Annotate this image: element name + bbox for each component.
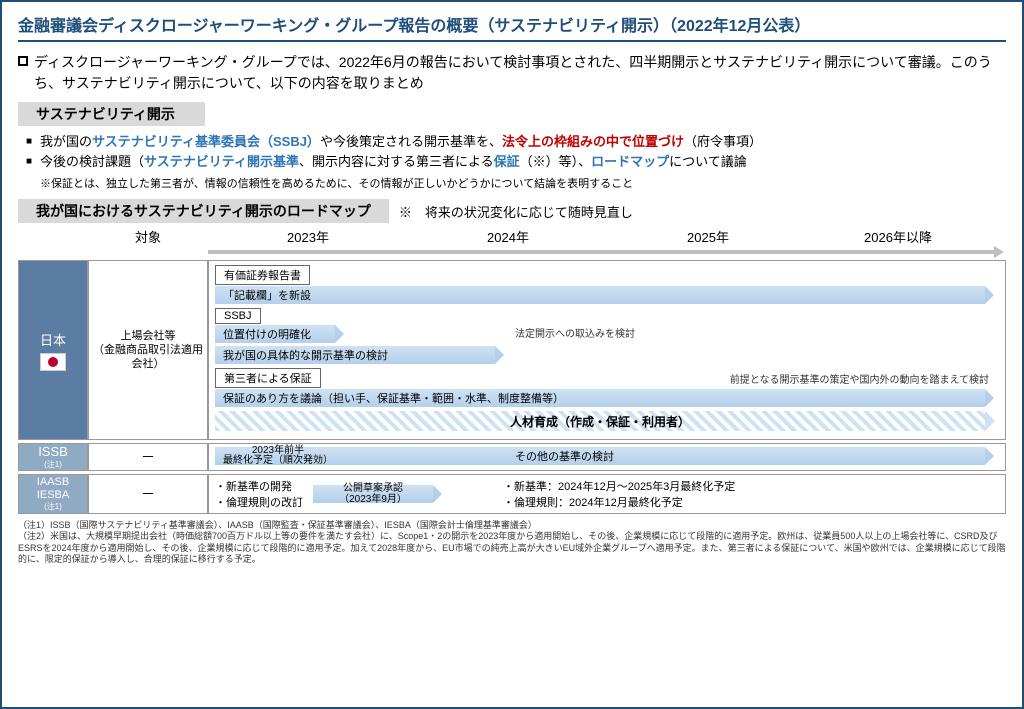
row-japan-lanes: 有価証券報告書 「記載欄」を新設 SSBJ 位置付けの明確化 法定開示への取込み… <box>208 260 1006 440</box>
japan-flag-icon <box>40 353 66 371</box>
intro-row: ディスクロージャーワーキング・グループでは、2022年6月の報告において検討事項… <box>18 52 1006 94</box>
row-iaasb: IAASB IESBA (注1) － 新基準の開発 倫理規則の改訂 公開草案承認… <box>18 474 1006 514</box>
roadmap-note: ※ 将来の状況変化に応じて随時見直し <box>399 202 633 221</box>
lane-label-assurance: 第三者による保証 <box>215 368 321 388</box>
row-japan-label: 日本 <box>18 260 88 440</box>
row-japan: 日本 上場会社等 （金融商品取引法適用会社） 有価証券報告書 「記載欄」を新設 … <box>18 260 1006 440</box>
lane-securities-report: 有価証券報告書 「記載欄」を新設 <box>215 265 999 304</box>
bar-secreport: 「記載欄」を新設 <box>215 286 985 304</box>
row-iaasb-lanes: 新基準の開発 倫理規則の改訂 公開草案承認 （2023年9月） 新基準：2024… <box>208 474 1006 514</box>
annot-assurance: 前提となる開示基準の策定や国内外の動向を踏まえて検討 <box>341 371 999 386</box>
intro-bullet-icon <box>18 56 28 66</box>
accent-roadmap-word: ロードマップ <box>591 154 669 169</box>
accent-assurance: 保証 <box>494 154 520 169</box>
col-2026: 2026年以降 <box>808 227 988 246</box>
iaasb-left-list: 新基準の開発 倫理規則の改訂 <box>215 478 303 510</box>
footnote-1: （注1）ISSB（国際サステナビリティ基準審議会）、IAASB（国際監査・保証基… <box>18 520 1006 531</box>
col-target: 対象 <box>88 227 208 246</box>
bar-assurance: 保証のあり方を議論（担い手、保証基準・範囲・水準、制度整備等） <box>215 389 985 407</box>
roadmap-chart: 対象 2023年 2024年 2025年 2026年以降 日本 上場会社等 （金… <box>18 227 1006 565</box>
accent-legal: 法令上の枠組みの中で位置づけ <box>502 134 684 149</box>
bar-ssbj-domestic: 我が国の具体的な開示基準の検討 <box>215 346 495 364</box>
accent-standards: サステナビリティ開示基準 <box>144 154 299 169</box>
page-title: 金融審議会ディスクロージャーワーキング・グループ報告の概要（サステナビリティ開示… <box>18 12 1006 42</box>
bar-issb: 2023年前半 最終化予定（順次発効） その他の基準の検討 <box>215 447 985 465</box>
row-iaasb-label: IAASB IESBA (注1) <box>18 474 88 514</box>
lane-assurance: 第三者による保証 前提となる開示基準の策定や国内外の動向を踏まえて検討 保証のあ… <box>215 368 999 407</box>
bar-human-resources: 人材育成（作成・保証・利用者） <box>215 411 985 431</box>
timeline-header: 対象 2023年 2024年 2025年 2026年以降 <box>18 227 1006 246</box>
iaasb-right-list: 新基準：2024年12月～2025年3月最終化予定 倫理規則：2024年12月最… <box>503 478 735 510</box>
lane-label-secreport: 有価証券報告書 <box>215 265 310 285</box>
col-2025: 2025年 <box>608 227 808 246</box>
bar-ssbj-positioning: 位置付けの明確化 <box>215 325 335 343</box>
annot-ssbj-legal: 法定開示への取込みを検討 <box>515 325 635 340</box>
section-bullets: 我が国のサステナビリティ基準委員会（SSBJ）や今後策定される開示基準を、法令上… <box>26 132 1006 171</box>
footnote-2: （注2）米国は、大規模早期提出会社（時価総額700百万ドル以上等の要件を満たす会… <box>18 531 1006 565</box>
row-issb-target: － <box>88 443 208 471</box>
bar-iaasb-draft: 公開草案承認 （2023年9月） <box>313 485 433 503</box>
row-issb: ISSB (注1) － 2023年前半 最終化予定（順次発効） その他の基準の検… <box>18 443 1006 471</box>
section-sustainability-header: サステナビリティ開示 <box>18 102 205 126</box>
bullet-2: 今後の検討課題（サステナビリティ開示基準、開示内容に対する第三者による保証（※）… <box>26 152 1006 172</box>
row-issb-label: ISSB (注1) <box>18 443 88 471</box>
roadmap-header: 我が国におけるサステナビリティ開示のロードマップ <box>18 199 389 223</box>
bullet-1: 我が国のサステナビリティ基準委員会（SSBJ）や今後策定される開示基準を、法令上… <box>26 132 1006 152</box>
row-iaasb-target: － <box>88 474 208 514</box>
col-2023: 2023年 <box>208 227 408 246</box>
row-issb-lanes: 2023年前半 最終化予定（順次発効） その他の基準の検討 <box>208 443 1006 471</box>
assurance-note: ※保証とは、独立した第三者が、情報の信頼性を高めるために、その情報が正しいかどう… <box>40 175 1006 191</box>
bar-issb-right-text: その他の基準の検討 <box>515 448 614 464</box>
lane-human-resources: 人材育成（作成・保証・利用者） <box>215 411 999 431</box>
row-japan-target: 上場会社等 （金融商品取引法適用会社） <box>88 260 208 440</box>
col-2024: 2024年 <box>408 227 608 246</box>
intro-text: ディスクロージャーワーキング・グループでは、2022年6月の報告において検討事項… <box>34 52 1006 94</box>
lane-label-ssbj: SSBJ <box>215 308 261 324</box>
accent-ssbj: サステナビリティ基準委員会（SSBJ） <box>92 134 320 149</box>
lane-ssbj: SSBJ 位置付けの明確化 法定開示への取込みを検討 我が国の具体的な開示基準の… <box>215 308 999 364</box>
timeline-axis-arrow <box>208 250 996 254</box>
footnotes: （注1）ISSB（国際サステナビリティ基準審議会）、IAASB（国際監査・保証基… <box>18 520 1006 565</box>
